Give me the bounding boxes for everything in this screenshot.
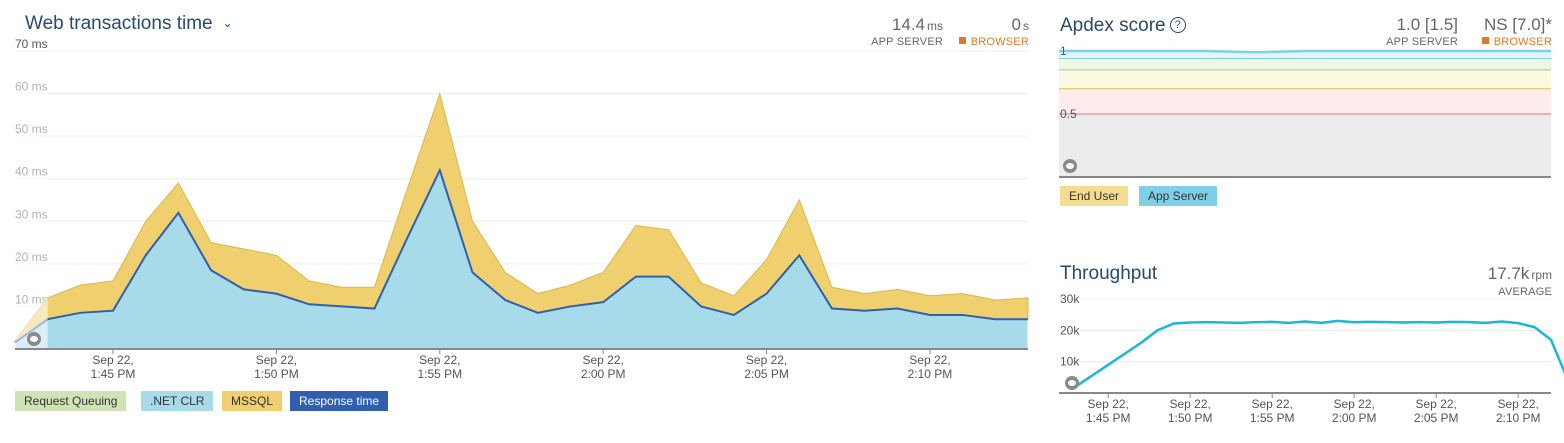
toggle-icon-inner [1068,380,1076,386]
legend-response-time[interactable]: Response time [290,391,389,411]
legend-app-server[interactable]: App Server [1139,186,1218,206]
web-x-tick-time: 2:10 PM [908,367,953,381]
apdex-y-tick-label: 1 [1060,44,1067,58]
web-x-tick-date: Sep 22, [256,353,297,367]
tp-series-throughput [1074,319,1564,388]
toggle-icon-inner [1066,163,1074,169]
apdex-series-app-server [1059,49,1551,54]
tp-x-tick-date: Sep 22, [1170,397,1211,411]
tp-y-tick-label: 10k [1060,355,1080,369]
tp-x-tick-date: Sep 22, [1498,397,1539,411]
apdex-app-server-value: 1.0 [1.5] [1396,15,1458,34]
tp-y-tick-label: 20k [1060,323,1080,337]
apdex-band-excellent [1059,51,1551,59]
tp-x-tick-time: 1:50 PM [1168,411,1213,425]
web-x-tick-time: 1:50 PM [254,367,299,381]
help-icon[interactable]: ? [1169,17,1186,33]
apdex-browser-value: NS [7.0]* [1483,15,1552,34]
throughput-value: 17.7k rpm [1487,264,1552,283]
browser-square-icon [958,37,966,44]
apdex-app-server-label: APP SERVER [1386,36,1458,48]
web-app-server-value: 14.4 ms [891,15,943,34]
apdex-band-good [1059,58,1551,70]
web-x-tick-date: Sep 22, [419,353,460,367]
tp-x-tick-time: 1:45 PM [1086,411,1131,425]
tp-x-tick-date: Sep 22, [1252,397,1293,411]
apdex-chart: 0.51 [1059,44,1551,178]
tp-x-tick-date: Sep 22, [1416,397,1457,411]
tp-x-tick-date: Sep 22, [1334,397,1375,411]
web-partial-overlay [15,51,48,349]
tp-x-tick-time: 2:00 PM [1332,411,1377,425]
tp-y-tick-label: 30k [1060,292,1080,306]
web-y-tick-label: 70 ms [15,37,48,51]
web-browser-label: BROWSER [958,36,1029,48]
web-x-tick-time: 2:00 PM [581,367,626,381]
web-x-tick-date: Sep 22, [583,353,624,367]
web-x-tick-date: Sep 22, [92,353,133,367]
apdex-band-poor [1059,88,1551,114]
throughput-title: Throughput [1060,263,1158,284]
throughput-label: AVERAGE [1498,286,1552,298]
legend-net-clr[interactable]: .NET CLR [141,391,214,411]
apdex-band-unacceptable [1059,114,1551,177]
apdex-title: Apdex score? [1060,15,1186,37]
web-x-tick-time: 2:05 PM [744,367,789,381]
chevron-down-icon[interactable]: ⌄ [222,16,233,30]
legend-request-queuing[interactable]: Request Queuing [15,391,127,411]
web-transactions-title[interactable]: Web transactions time ⌄ [25,13,233,34]
web-x-tick-date: Sep 22, [746,353,787,367]
tp-x-tick-time: 1:55 PM [1250,411,1295,425]
apdex-band-fair [1059,69,1551,89]
web-app-server-label: APP SERVER [871,36,943,48]
legend-end-user[interactable]: End User [1060,186,1129,206]
web-x-tick-date: Sep 22, [909,353,950,367]
legend-mssql[interactable]: MSSQL [222,391,283,411]
tp-x-tick-time: 2:10 PM [1496,411,1541,425]
apdex-browser-label: BROWSER [1481,36,1552,48]
tp-x-tick-date: Sep 22, [1088,397,1129,411]
toggle-icon-inner [30,336,38,342]
web-x-tick-time: 1:55 PM [417,367,462,381]
apdex-y-tick-label: 0.5 [1060,107,1077,121]
web-x-tick-time: 1:45 PM [91,367,136,381]
browser-square-icon [1481,37,1489,44]
web-series-response-time [14,167,1028,344]
tp-x-tick-time: 2:05 PM [1414,411,1459,425]
